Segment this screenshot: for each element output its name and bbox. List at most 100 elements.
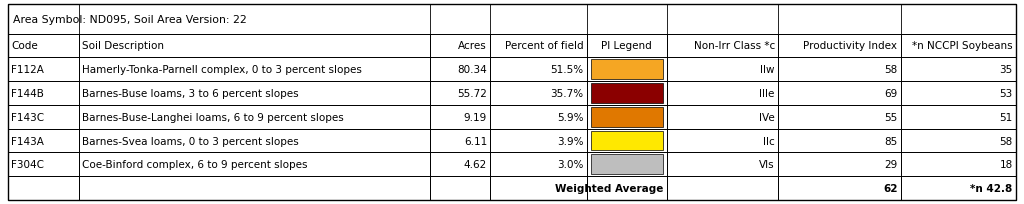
Text: Productivity Index: Productivity Index [804,41,897,51]
Bar [587,153,667,176]
Bar [900,153,1016,176]
Bar [667,153,778,176]
Text: Non-Irr Class *c: Non-Irr Class *c [693,41,775,51]
Text: 80.34: 80.34 [458,65,487,75]
Bar [667,58,778,82]
Text: 53: 53 [999,89,1013,99]
Bar [8,58,79,82]
Bar [900,58,1016,82]
Text: PI Legend: PI Legend [601,41,652,51]
Text: Barnes-Buse-Langhei loams, 6 to 9 percent slopes: Barnes-Buse-Langhei loams, 6 to 9 percen… [82,112,344,122]
Text: IIIe: IIIe [760,89,775,99]
Text: 18: 18 [999,160,1013,170]
Bar [490,105,587,129]
Bar [8,129,79,153]
Bar [591,84,663,103]
Text: 58: 58 [999,136,1013,146]
Bar [587,129,667,153]
Text: *n 42.8: *n 42.8 [971,183,1013,193]
Bar [778,105,900,129]
Bar [490,153,587,176]
Bar [778,82,900,105]
Text: Coe-Binford complex, 6 to 9 percent slopes: Coe-Binford complex, 6 to 9 percent slop… [82,160,307,170]
Bar [430,82,490,105]
Bar [490,176,587,200]
Text: 4.62: 4.62 [464,160,487,170]
Bar [79,82,430,105]
Text: 51: 51 [999,112,1013,122]
Bar [8,105,79,129]
Bar [430,105,490,129]
Bar [667,82,778,105]
Bar [778,34,900,58]
Bar [8,34,79,58]
Text: 69: 69 [884,89,897,99]
Text: 55.72: 55.72 [458,89,487,99]
Bar [900,105,1016,129]
Text: F304C: F304C [11,160,44,170]
Bar [591,60,663,80]
Bar [430,129,490,153]
Text: 85: 85 [884,136,897,146]
Bar [900,176,1016,200]
Text: Barnes-Buse loams, 3 to 6 percent slopes: Barnes-Buse loams, 3 to 6 percent slopes [82,89,299,99]
Text: Percent of field: Percent of field [505,41,584,51]
Bar [587,34,667,58]
Bar [667,129,778,153]
Bar [8,176,79,200]
Text: Soil Description: Soil Description [82,41,164,51]
Text: 3.9%: 3.9% [557,136,584,146]
Text: 29: 29 [884,160,897,170]
Text: Hamerly-Tonka-Parnell complex, 0 to 3 percent slopes: Hamerly-Tonka-Parnell complex, 0 to 3 pe… [82,65,361,75]
Text: 9.19: 9.19 [464,112,487,122]
Text: 55: 55 [884,112,897,122]
Text: Area Symbol: ND095, Soil Area Version: 22: Area Symbol: ND095, Soil Area Version: 2… [13,15,247,25]
Bar [490,82,587,105]
Text: 3.0%: 3.0% [557,160,584,170]
Text: F143C: F143C [11,112,44,122]
Bar [490,129,587,153]
Bar [587,58,667,82]
Bar [587,105,667,129]
Text: F144B: F144B [11,89,44,99]
Bar [430,34,490,58]
Bar [900,34,1016,58]
Text: 5.9%: 5.9% [557,112,584,122]
Bar [900,82,1016,105]
Bar [79,58,430,82]
Text: 58: 58 [884,65,897,75]
Text: 51.5%: 51.5% [551,65,584,75]
Bar [587,176,667,200]
Bar [79,105,430,129]
Bar [591,131,663,151]
Text: 62: 62 [883,183,897,193]
Text: IIw: IIw [761,65,775,75]
Text: F112A: F112A [11,65,44,75]
Text: 35.7%: 35.7% [551,89,584,99]
Bar [8,82,79,105]
Bar [778,58,900,82]
Bar [430,58,490,82]
Text: IVe: IVe [759,112,775,122]
Bar [490,34,587,58]
Bar [79,129,430,153]
Text: F143A: F143A [11,136,44,146]
Bar [79,153,430,176]
Bar [8,5,1016,34]
Text: Weighted Average: Weighted Average [555,183,664,193]
Bar [587,82,667,105]
Bar [591,107,663,127]
Bar [667,176,778,200]
Bar [778,153,900,176]
Bar [900,129,1016,153]
Text: IIc: IIc [763,136,775,146]
Bar [430,153,490,176]
Text: 6.11: 6.11 [464,136,487,146]
Bar [79,176,430,200]
Text: VIs: VIs [759,160,775,170]
Text: 35: 35 [999,65,1013,75]
Bar [430,176,490,200]
Text: Barnes-Svea loams, 0 to 3 percent slopes: Barnes-Svea loams, 0 to 3 percent slopes [82,136,299,146]
Bar [667,105,778,129]
Bar [667,34,778,58]
